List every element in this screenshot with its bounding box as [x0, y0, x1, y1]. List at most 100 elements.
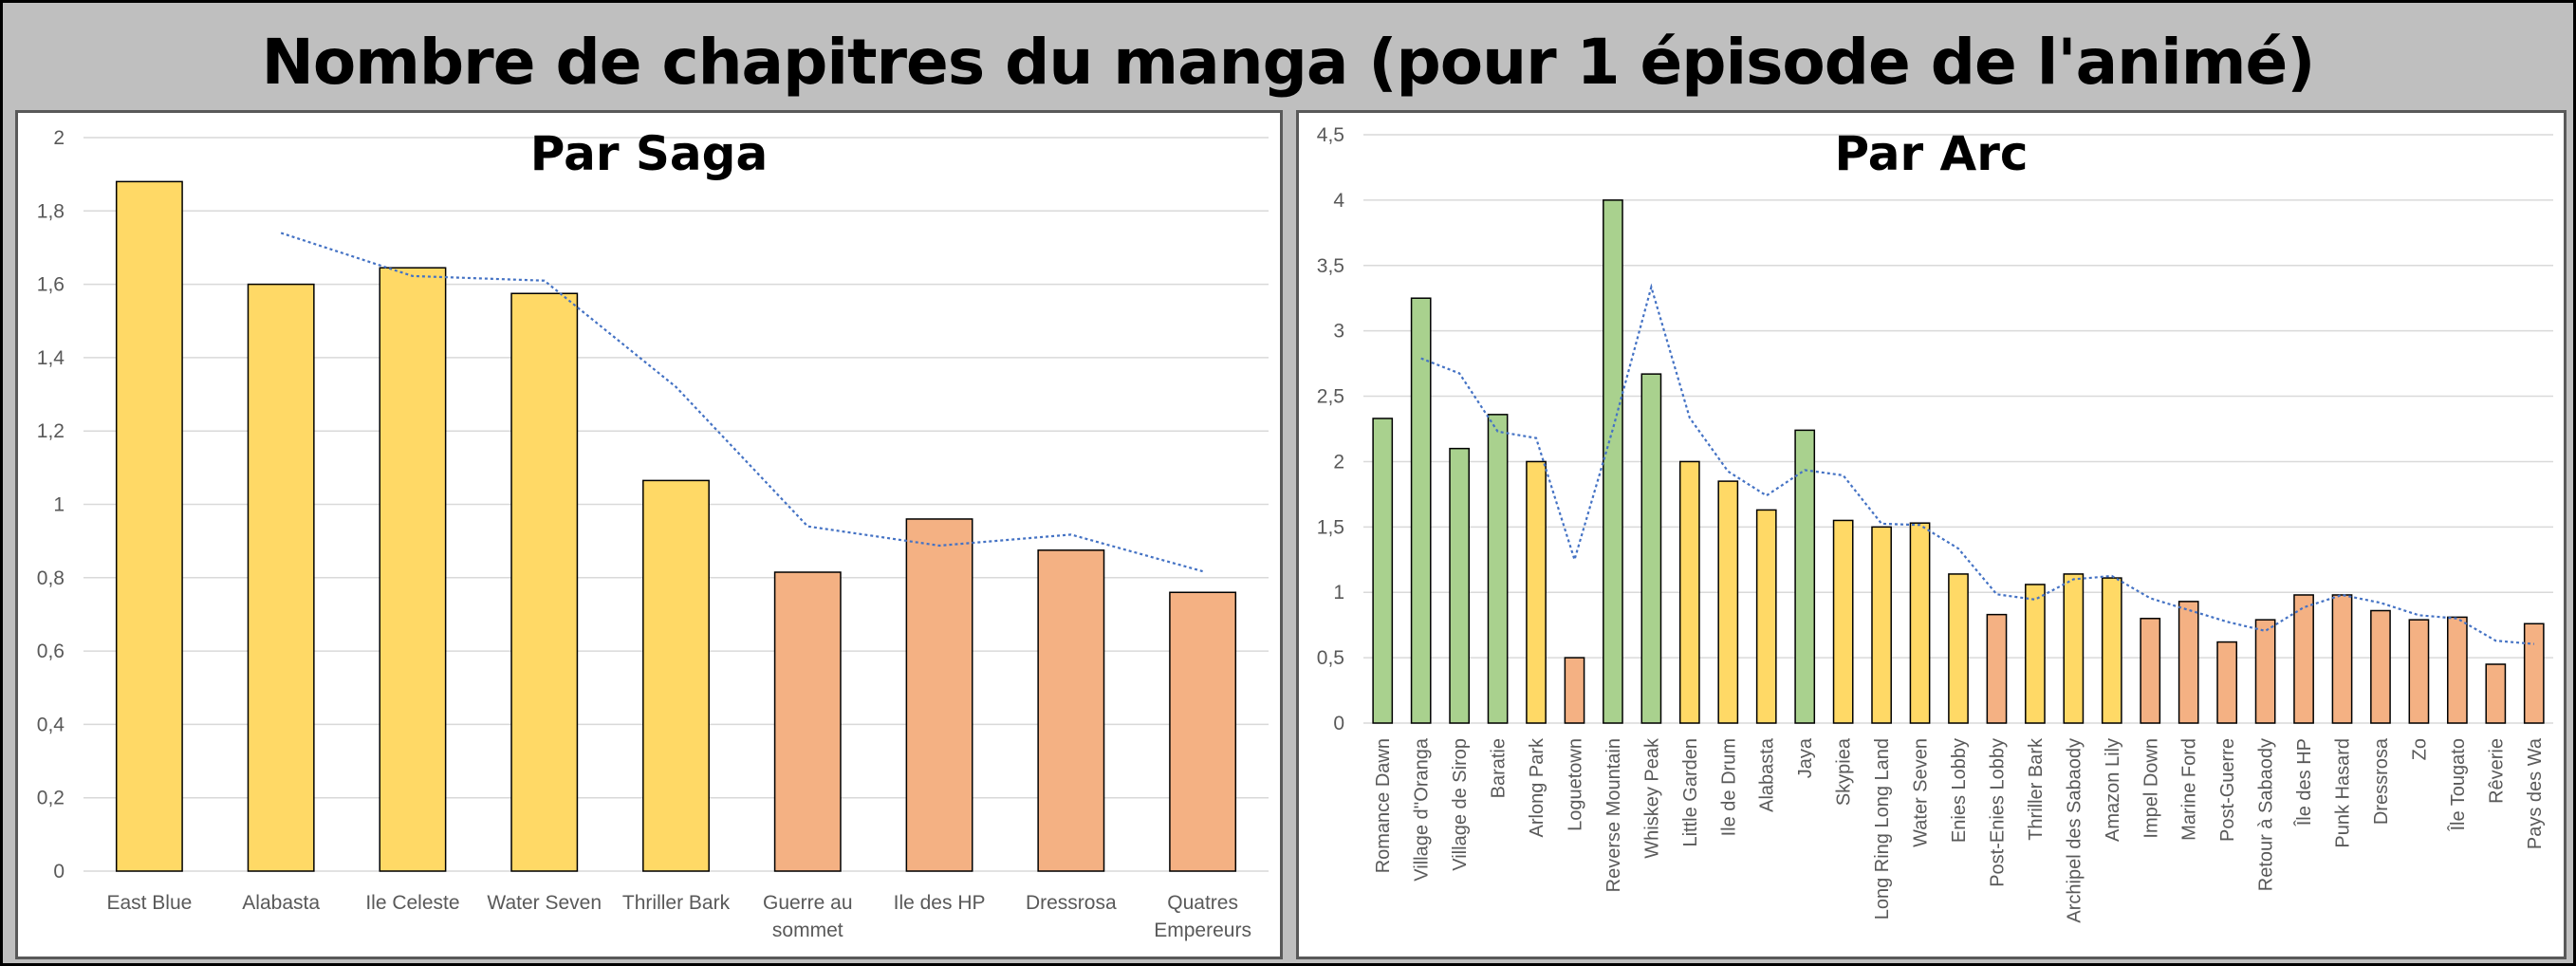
x-tick-label: Punk Hasard — [2333, 738, 2354, 848]
bar — [1794, 429, 1816, 724]
bar — [1871, 526, 1892, 724]
y-tick-label: 0,6 — [37, 641, 65, 662]
x-tick-label: Ile des HP — [894, 892, 986, 914]
bar — [1678, 460, 1700, 724]
saga-chart-panel: 0 0,2 0,4 0,6 0,8 1 1,2 1,4 1,6 1,8 2 East Blue Alab… — [15, 110, 1283, 959]
x-tick-label: Ile de Drum — [1718, 738, 1739, 836]
x-tick-label: Île des HP — [2293, 738, 2315, 827]
bar — [2331, 594, 2353, 724]
x-tick-label: Quatres — [1167, 892, 1238, 914]
x-tick-label: Thriller Bark — [622, 892, 731, 914]
bar — [2254, 619, 2276, 724]
y-tick-label: 0 — [53, 861, 65, 882]
x-tick-label: Reverse Mountain — [1603, 738, 1624, 892]
bar — [379, 267, 447, 872]
bar — [642, 479, 710, 872]
x-tick-label: Rêverie — [2486, 738, 2507, 804]
y-tick-label: 0,2 — [37, 788, 65, 809]
arc-chart-title: Par Arc — [1834, 126, 2029, 181]
y-tick-label: 0,4 — [37, 714, 65, 735]
y-tick-label: 4 — [1333, 190, 1344, 212]
x-tick-label: Dressrosa — [1026, 892, 1117, 914]
saga-chart-svg: 0 0,2 0,4 0,6 0,8 1 1,2 1,4 1,6 1,8 2 East Blue Alab… — [37, 127, 1269, 941]
saga-chart-title: Par Saga — [529, 126, 769, 181]
y-tick-label: 1,5 — [1317, 516, 1344, 538]
bar — [2370, 609, 2391, 724]
bar — [1909, 522, 1931, 724]
bar — [2408, 619, 2430, 724]
x-tick-label: Thriller Bark — [2026, 737, 2047, 841]
bar — [1564, 657, 1585, 724]
bar — [2178, 601, 2199, 724]
bar — [2485, 663, 2507, 724]
x-tick-label: Île Tougato — [2447, 738, 2469, 832]
x-tick-label: Empereurs — [1154, 920, 1251, 941]
bar — [773, 571, 842, 872]
trendline — [280, 232, 1203, 573]
x-tick-label: Arlong Park — [1527, 737, 1547, 837]
trendline — [1420, 283, 2534, 645]
bar — [510, 292, 579, 872]
x-tick-label: Amazon Lily — [2103, 738, 2123, 842]
x-tick-label: Whiskey Peak — [1641, 737, 1662, 859]
x-tick-label: Alabasta — [1757, 737, 1778, 812]
bar — [1169, 591, 1237, 872]
x-tick-label: Enies Lobby — [1949, 738, 1970, 843]
x-tick-label: Village d''Oranga — [1412, 737, 1433, 882]
x-tick-label: Romance Dawn — [1373, 738, 1394, 873]
y-tick-label: 1 — [53, 494, 65, 516]
x-tick-label: Archipel des Sabaody — [2064, 738, 2085, 923]
bar — [1948, 573, 1969, 724]
y-tick-label: 1,4 — [37, 347, 65, 369]
bar — [1372, 418, 1394, 724]
x-tick-label: Marine Ford — [2179, 738, 2200, 841]
x-tick-label: Dressrosa — [2371, 737, 2392, 825]
x-tick-label: Impel Down — [2140, 738, 2161, 839]
y-tick-label: 0,5 — [1317, 647, 1344, 669]
y-tick-label: 1 — [1333, 582, 1344, 604]
bar — [2523, 622, 2545, 724]
x-tick-label: Retour à Sabaody — [2256, 738, 2277, 891]
x-tick-label: Little Garden — [1680, 738, 1701, 847]
bar — [1832, 519, 1854, 724]
bar — [1487, 414, 1509, 724]
x-tick-label: sommet — [772, 920, 843, 941]
y-tick-label: 2 — [1333, 451, 1344, 473]
bar — [1526, 460, 1547, 724]
y-tick-label: 1,8 — [37, 200, 65, 222]
y-tick-label: 1,2 — [37, 420, 65, 442]
bar — [1717, 480, 1739, 724]
x-tick-label: Skypiea — [1834, 737, 1855, 806]
y-tick-label: 0,8 — [37, 567, 65, 589]
bar — [1755, 509, 1777, 724]
bar — [1449, 447, 1470, 724]
x-tick-label: Pays des Wa — [2525, 737, 2546, 849]
bar — [905, 518, 973, 872]
bar — [2293, 594, 2314, 724]
x-tick-label: Guerre au — [763, 892, 853, 914]
x-tick-label: Ile Celeste — [365, 892, 459, 914]
y-tick-label: 4,5 — [1317, 124, 1344, 146]
x-tick-label: Alabasta — [242, 892, 320, 914]
x-tick-label: Baratie — [1489, 738, 1510, 798]
x-tick-label: East Blue — [106, 892, 192, 914]
bar — [1410, 297, 1432, 724]
bar — [2447, 616, 2468, 724]
x-tick-label: Water Seven — [487, 892, 602, 914]
x-tick-label: Village de Sirop — [1450, 738, 1471, 871]
bar — [1640, 373, 1662, 724]
y-tick-label: 2,5 — [1317, 386, 1344, 408]
bar — [115, 180, 183, 872]
y-tick-label: 1,6 — [37, 274, 65, 296]
x-tick-label: Water Seven — [1911, 738, 1932, 847]
x-tick-label: Zo — [2409, 738, 2430, 760]
x-tick-label: Post-Enies Lobby — [1987, 738, 2008, 887]
bar — [2063, 573, 2085, 724]
y-tick-label: 3 — [1333, 321, 1344, 343]
bar — [2101, 577, 2122, 724]
main-title: Nombre de chapitres du manga (pour 1 épi… — [261, 26, 2316, 99]
x-tick-label: Post-Guerre — [2217, 738, 2238, 842]
bar — [2140, 618, 2161, 724]
y-tick-label: 3,5 — [1317, 255, 1344, 277]
arc-chart-panel: 0 0,5 1 1,5 2 2,5 3 3,5 4 4,5 Romance Dawn Village … — [1296, 110, 2567, 959]
